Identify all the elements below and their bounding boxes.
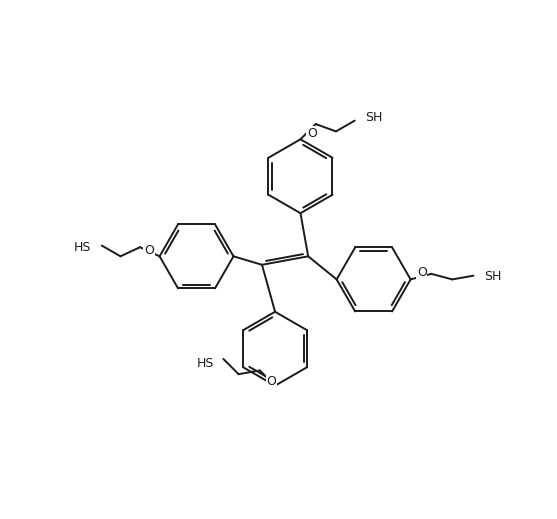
Text: O: O bbox=[307, 127, 317, 140]
Text: HS: HS bbox=[74, 241, 91, 254]
Text: HS: HS bbox=[197, 357, 214, 370]
Text: O: O bbox=[417, 266, 427, 279]
Text: O: O bbox=[266, 375, 276, 388]
Text: SH: SH bbox=[365, 111, 382, 124]
Text: O: O bbox=[144, 244, 154, 257]
Text: SH: SH bbox=[484, 270, 502, 283]
